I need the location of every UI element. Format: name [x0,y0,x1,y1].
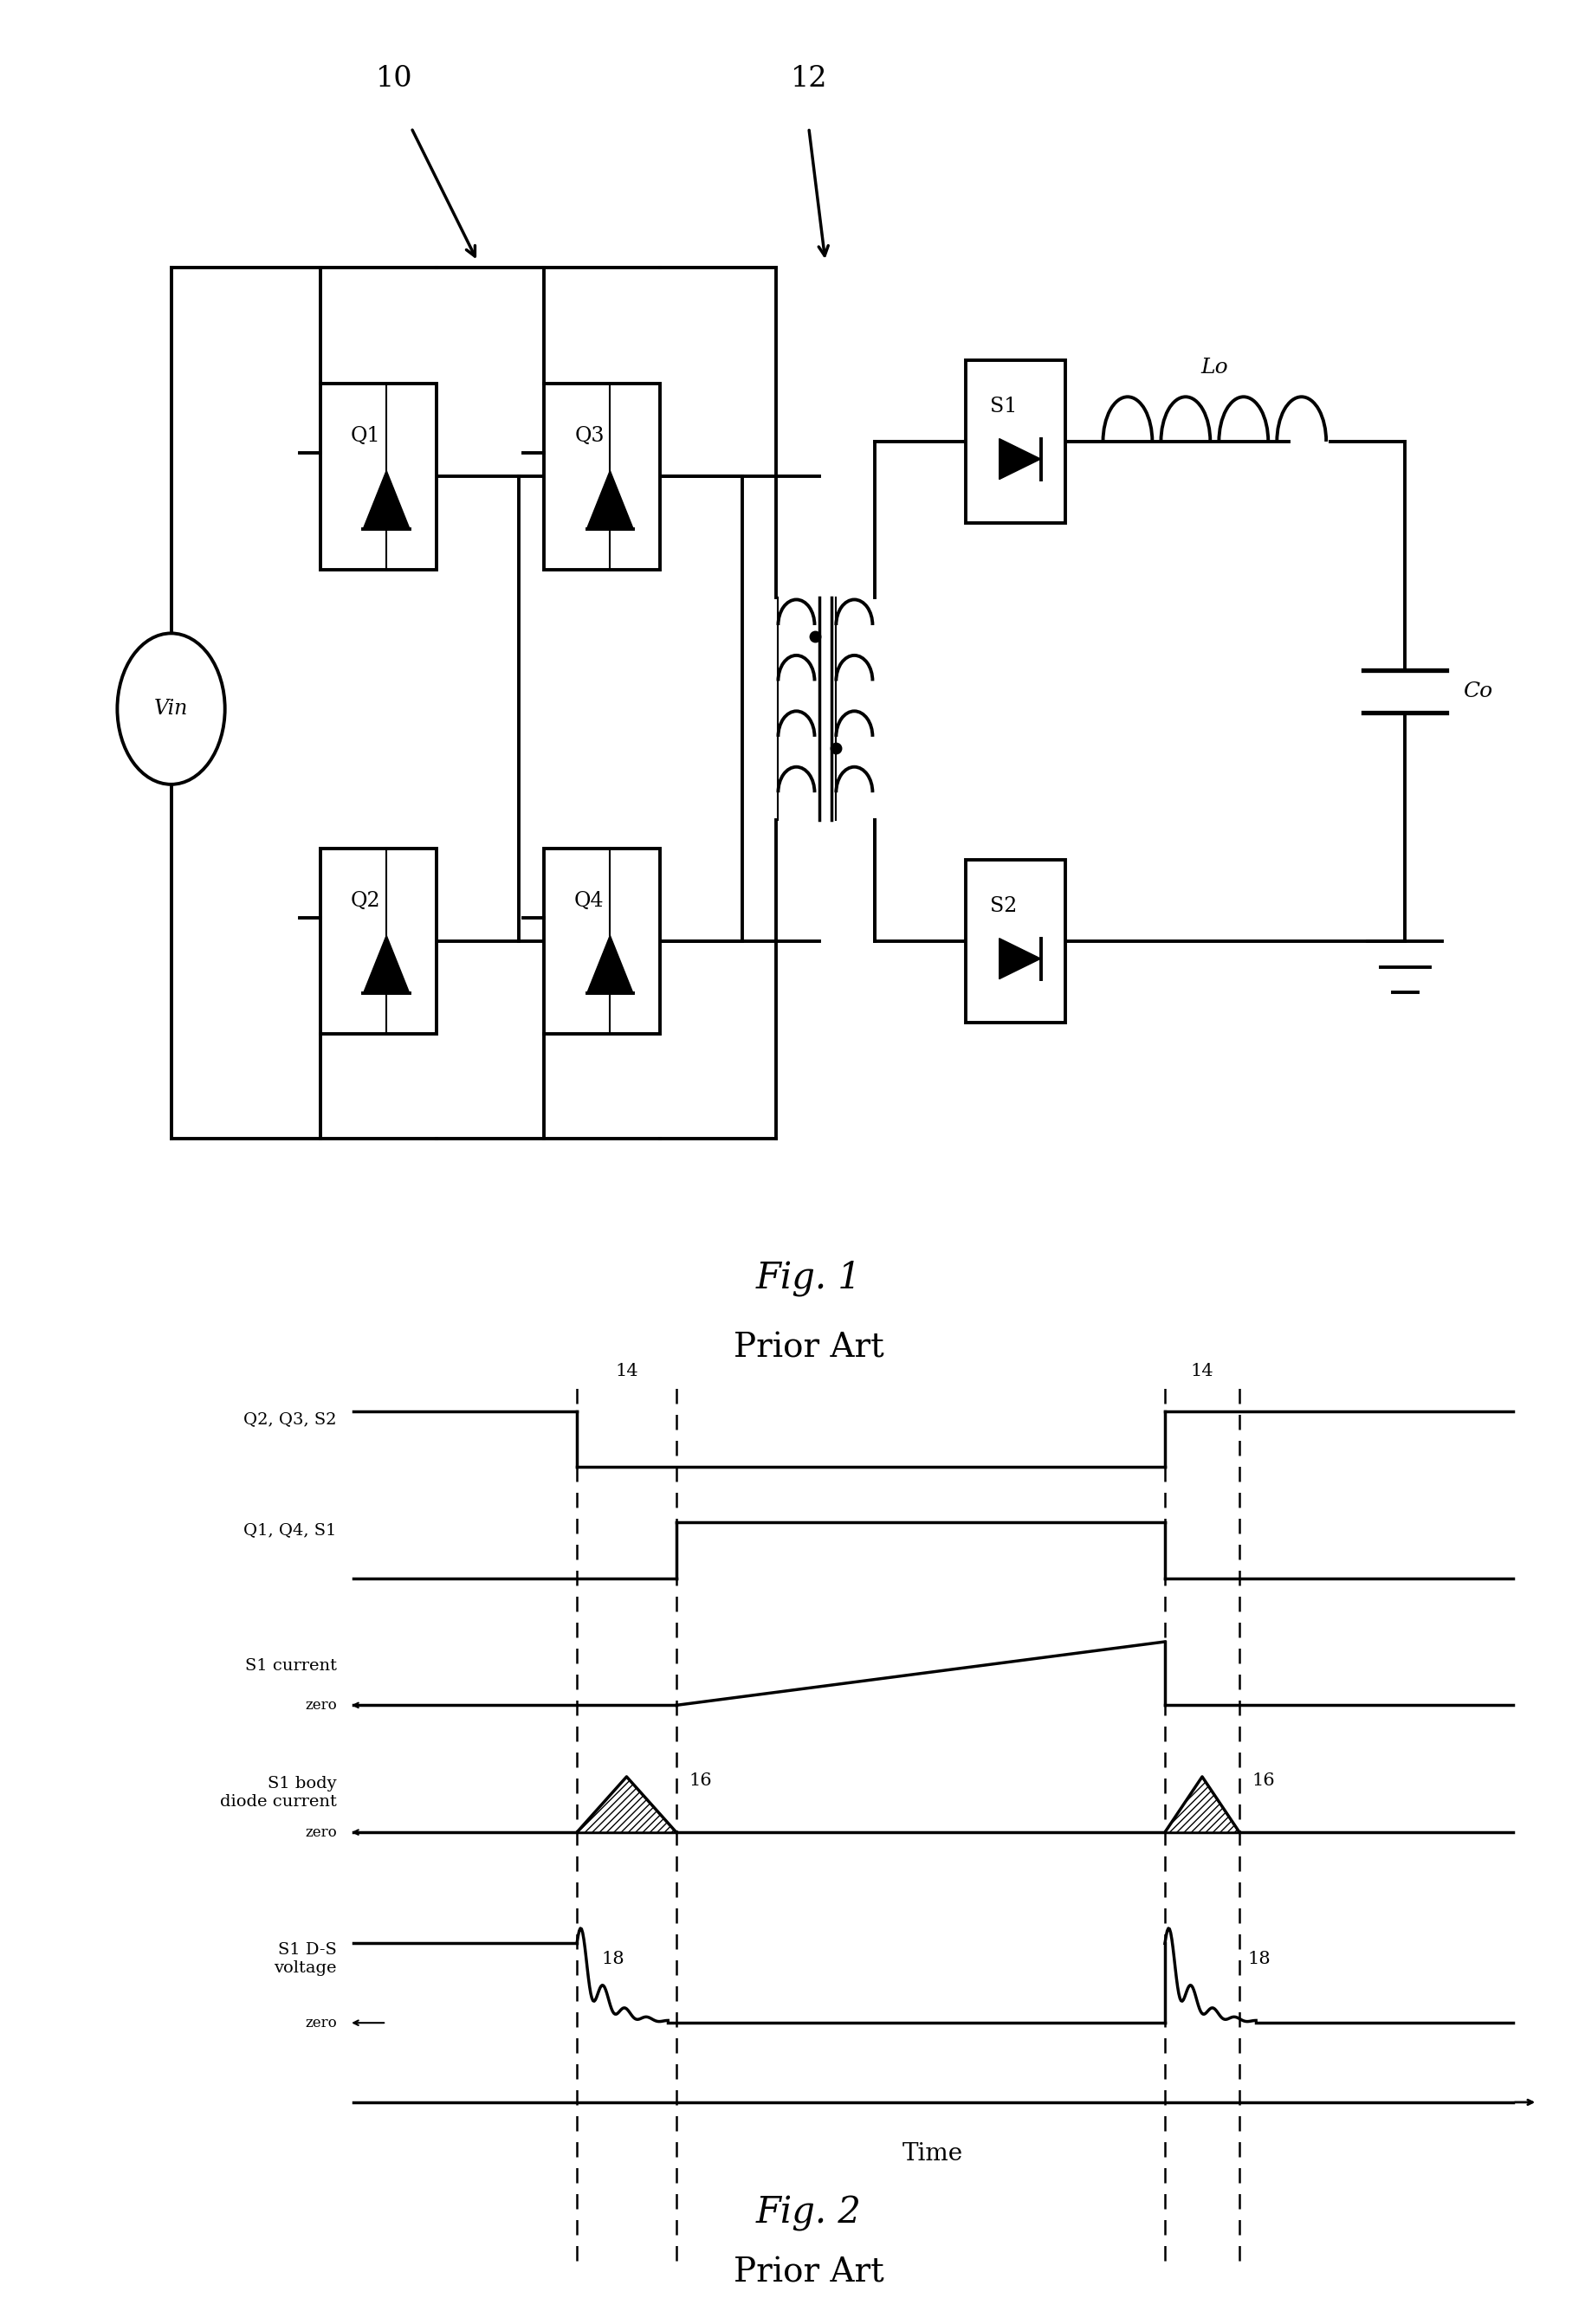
Text: S1: S1 [989,397,1016,416]
Text: Q1: Q1 [350,425,380,446]
Text: Q2, Q3, S2: Q2, Q3, S2 [244,1411,336,1427]
Text: Fig. 2: Fig. 2 [756,2196,861,2231]
Bar [965,360,1065,523]
Polygon shape [363,934,409,995]
Text: zero: zero [304,2015,336,2031]
Text: Q4: Q4 [574,890,604,911]
Text: Fig. 1: Fig. 1 [756,1260,861,1297]
Text: Vin: Vin [154,700,189,718]
Text: Time: Time [902,2143,962,2166]
Polygon shape [999,939,1040,978]
Text: 10: 10 [376,65,414,93]
Text: 12: 12 [789,65,827,93]
Text: 14: 14 [615,1364,637,1380]
Text: zero: zero [304,1824,336,1841]
Text: zero: zero [304,1699,336,1713]
Bar [965,860,1065,1023]
Bar [320,383,436,569]
Text: S1 D-S
voltage: S1 D-S voltage [274,1943,336,1975]
Text: 18: 18 [601,1950,624,1966]
Text: Q2: Q2 [350,890,380,911]
Polygon shape [363,469,409,528]
Bar [544,383,659,569]
Text: 16: 16 [1251,1773,1274,1789]
Bar [544,848,659,1034]
Polygon shape [586,469,632,528]
Polygon shape [577,1776,675,1831]
Polygon shape [999,439,1040,479]
Text: Prior Art: Prior Art [734,1332,883,1364]
Text: S1 body
diode current: S1 body diode current [220,1776,336,1810]
Text: 14: 14 [1190,1364,1213,1380]
Text: Co: Co [1463,681,1491,702]
Text: S1 current: S1 current [244,1657,336,1673]
Text: Q3: Q3 [574,425,604,446]
Bar [320,848,436,1034]
Text: 16: 16 [688,1773,712,1789]
Text: Q1, Q4, S1: Q1, Q4, S1 [244,1522,336,1538]
Text: S2: S2 [989,897,1016,916]
Text: Lo: Lo [1200,358,1228,376]
Polygon shape [1165,1776,1239,1831]
Text: Prior Art: Prior Art [734,2257,883,2289]
Text: 18: 18 [1247,1950,1270,1966]
Polygon shape [586,934,632,995]
